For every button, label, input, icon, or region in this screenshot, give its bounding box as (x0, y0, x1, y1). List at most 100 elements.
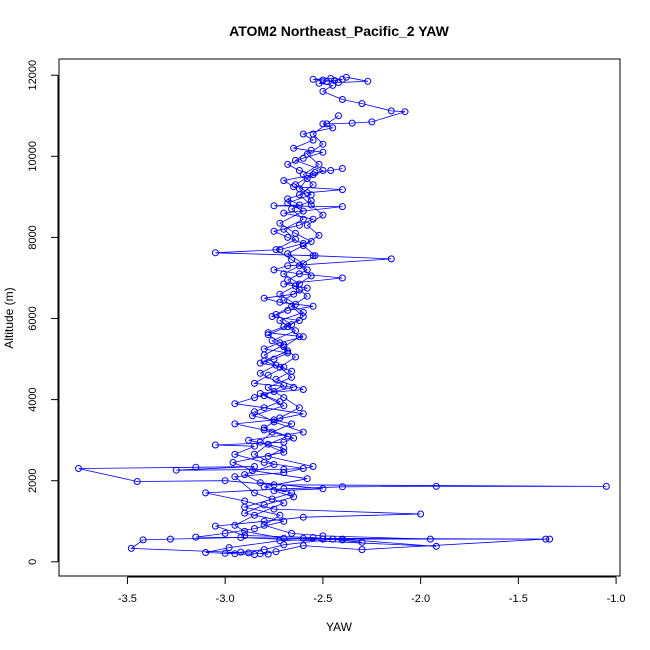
data-point (338, 165, 346, 172)
data-series (229, 165, 550, 558)
data-point (172, 466, 180, 474)
data-point (251, 525, 258, 533)
data-point (260, 424, 268, 432)
data-point (276, 298, 284, 306)
data-point (231, 450, 239, 458)
data-point (280, 499, 288, 507)
data-point (256, 479, 264, 487)
chart-title: ATOM2 Northeast_Pacific_2 YAW (229, 23, 449, 39)
y-axis: 0 2000 4000 6000 8000 10000 12000 (27, 60, 59, 565)
data-point (192, 533, 200, 541)
data-point (364, 77, 372, 85)
x-tick-label: -1.0 (607, 593, 626, 605)
series-line (78, 76, 607, 555)
data-point (268, 428, 276, 436)
data-point (303, 284, 311, 292)
data-point (272, 375, 280, 383)
data-point (295, 201, 303, 209)
data-point (231, 420, 239, 428)
data-point (303, 292, 311, 300)
data-point (270, 388, 278, 395)
data-point (284, 323, 292, 331)
data-point (299, 386, 307, 393)
x-tick-label: -1.5 (509, 593, 528, 605)
data-point (264, 383, 272, 391)
data-point (307, 146, 315, 154)
data-point (256, 550, 264, 558)
data-point (249, 412, 256, 420)
data-point (292, 229, 299, 237)
data-point (127, 544, 135, 552)
data-point (288, 302, 296, 310)
data-point (292, 327, 299, 335)
data-point (229, 459, 237, 466)
data-point (270, 202, 278, 210)
data-point (299, 313, 307, 320)
data-point (270, 266, 278, 274)
y-tick-label: 10000 (27, 141, 39, 172)
data-point (319, 485, 327, 493)
data-point (211, 522, 219, 530)
data-point (284, 347, 292, 355)
y-tick-label: 8000 (27, 225, 39, 249)
data-point (295, 167, 303, 174)
data-point (280, 296, 288, 304)
data-point (292, 282, 299, 290)
series-line (130, 149, 437, 555)
data-point (319, 532, 327, 540)
data-point (319, 211, 327, 219)
data-point (299, 465, 307, 472)
data-point (256, 359, 264, 367)
data-point (284, 276, 292, 284)
data-point (264, 550, 272, 558)
data-point (231, 473, 239, 481)
data-point (139, 536, 147, 544)
data-point (241, 471, 249, 479)
data-point (309, 75, 317, 83)
data-point (323, 120, 331, 128)
data-point (260, 426, 268, 434)
data-point (251, 450, 258, 458)
data-point (309, 181, 317, 189)
data-point (290, 493, 298, 501)
data-point (288, 321, 296, 329)
data-point (288, 367, 296, 375)
data-point (329, 124, 337, 132)
data-point (260, 404, 268, 412)
data-point (284, 262, 292, 270)
data-point (299, 207, 307, 215)
data-point (272, 246, 280, 254)
y-tick-label: 2000 (27, 468, 39, 492)
data-point (280, 448, 288, 456)
data-point (303, 266, 311, 274)
x-axis-label: YAW (326, 620, 353, 634)
data-point (221, 529, 229, 537)
data-point (256, 390, 264, 397)
data-point (303, 175, 311, 183)
data-point (295, 280, 303, 288)
data-point (290, 144, 298, 152)
data-point (280, 341, 288, 349)
data-point (270, 355, 278, 363)
data-point (307, 238, 315, 245)
data-point (309, 171, 317, 179)
data-point (299, 171, 307, 179)
data-point (319, 140, 327, 148)
data-point (260, 483, 268, 491)
data-point (276, 398, 284, 406)
data-point (241, 532, 249, 539)
data-point (284, 160, 292, 168)
data-point (546, 535, 554, 543)
data-point (315, 231, 323, 239)
data-point (276, 511, 284, 519)
data-point (270, 418, 278, 426)
data-point (270, 461, 278, 468)
data-point (319, 87, 327, 95)
data-point (202, 549, 210, 556)
data-point (237, 534, 245, 541)
data-point (292, 300, 299, 308)
data-point (295, 333, 303, 341)
data-point (280, 381, 288, 389)
